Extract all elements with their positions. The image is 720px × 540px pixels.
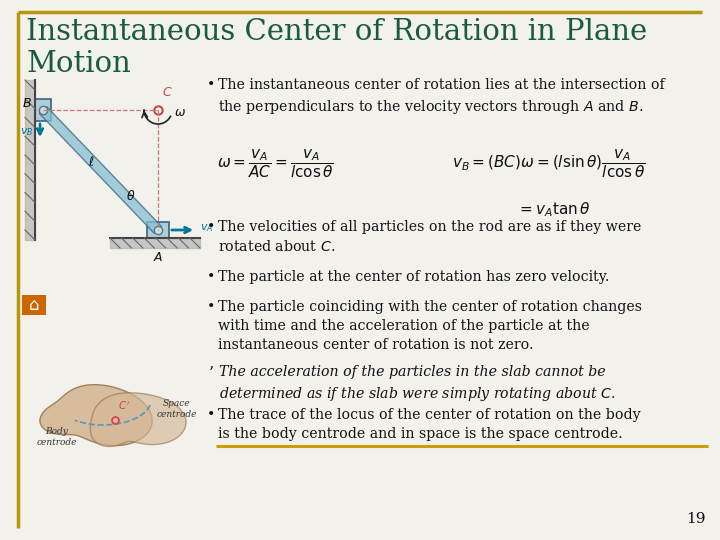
Text: Motion: Motion xyxy=(26,50,131,78)
Polygon shape xyxy=(40,106,161,233)
FancyBboxPatch shape xyxy=(35,99,51,121)
Polygon shape xyxy=(91,393,186,447)
Text: $= v_A \tan\theta$: $= v_A \tan\theta$ xyxy=(517,200,591,219)
Text: •: • xyxy=(207,408,215,422)
Text: ’: ’ xyxy=(209,365,214,382)
Text: $A$: $A$ xyxy=(153,251,163,264)
Text: $v_B$: $v_B$ xyxy=(19,126,33,138)
Text: $v_B = (BC)\omega = (l\sin\theta)\dfrac{v_A}{l\cos\theta}$: $v_B = (BC)\omega = (l\sin\theta)\dfrac{… xyxy=(452,148,646,180)
Text: •: • xyxy=(207,78,215,92)
Text: The particle coinciding with the center of rotation changes
with time and the ac: The particle coinciding with the center … xyxy=(218,300,642,352)
Text: ⌂: ⌂ xyxy=(29,296,40,314)
Text: •: • xyxy=(207,220,215,234)
Text: The velocities of all particles on the rod are as if they were
rotated about $C$: The velocities of all particles on the r… xyxy=(218,220,642,254)
Text: Body
centrode: Body centrode xyxy=(37,427,77,447)
Text: $\theta$: $\theta$ xyxy=(126,189,135,203)
Text: 19: 19 xyxy=(686,512,706,526)
Text: $\ell$: $\ell$ xyxy=(88,155,94,169)
Text: Instantaneous Center of Rotation in Plane: Instantaneous Center of Rotation in Plan… xyxy=(26,18,647,46)
Text: •: • xyxy=(207,300,215,314)
Text: $v_A$: $v_A$ xyxy=(200,222,213,234)
Bar xyxy=(22,295,46,315)
Text: $\omega$: $\omega$ xyxy=(174,106,186,119)
Text: •: • xyxy=(207,270,215,284)
Text: $C'$: $C'$ xyxy=(118,400,130,412)
Text: $C$: $C$ xyxy=(162,86,173,99)
FancyBboxPatch shape xyxy=(147,222,169,238)
Text: Space
centrode: Space centrode xyxy=(157,399,197,419)
Text: The trace of the locus of the center of rotation on the body
is the body centrod: The trace of the locus of the center of … xyxy=(218,408,641,441)
Text: $B$: $B$ xyxy=(22,97,32,110)
Text: The particle at the center of rotation has zero velocity.: The particle at the center of rotation h… xyxy=(218,270,610,284)
Text: The instantaneous center of rotation lies at the intersection of
the perpendicul: The instantaneous center of rotation lie… xyxy=(218,78,665,116)
Text: $\omega = \dfrac{v_A}{AC} = \dfrac{v_A}{l\cos\theta}$: $\omega = \dfrac{v_A}{AC} = \dfrac{v_A}{… xyxy=(217,148,334,180)
Text: The acceleration of the particles in the slab cannot be
determined as if the sla: The acceleration of the particles in the… xyxy=(219,365,616,403)
Polygon shape xyxy=(40,384,152,445)
